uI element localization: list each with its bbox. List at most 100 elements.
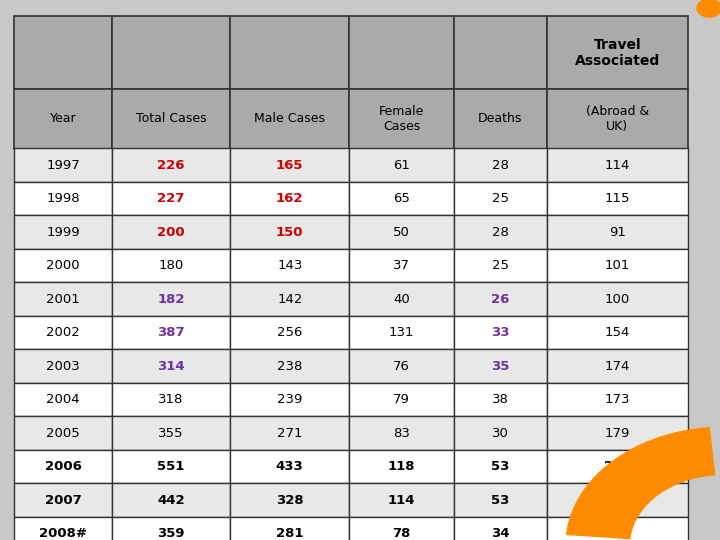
Bar [547,517,688,540]
Text: 65: 65 [393,192,410,205]
Bar [14,383,112,416]
Bar [349,483,454,517]
Text: 114: 114 [387,494,415,507]
Bar [349,16,454,89]
Bar [454,416,547,450]
Bar [230,182,349,215]
Bar [349,215,454,249]
Bar [349,316,454,349]
Bar [112,316,230,349]
Bar [112,349,230,383]
Bar [454,249,547,282]
Text: 83: 83 [393,427,410,440]
Text: 101: 101 [605,259,630,272]
Bar [230,416,349,450]
Bar [454,16,547,89]
Text: 551: 551 [157,460,185,473]
Text: 200: 200 [157,226,185,239]
Bar [454,349,547,383]
Bar [349,416,454,450]
Bar [112,182,230,215]
Bar [454,383,547,416]
Bar [230,483,349,517]
Text: 2003: 2003 [46,360,80,373]
Text: 199: 199 [603,494,631,507]
Bar [14,517,112,540]
Bar [547,349,688,383]
Bar [454,182,547,215]
Text: 79: 79 [393,393,410,406]
Bar [230,282,349,316]
Bar [349,148,454,182]
Bar [14,182,112,215]
Text: 142: 142 [277,293,302,306]
Bar [547,148,688,182]
Text: 115: 115 [605,192,630,205]
Bar [547,215,688,249]
Text: 182: 182 [157,293,185,306]
Bar [230,16,349,89]
Bar [14,349,112,383]
Text: (Abroad &
UK): (Abroad & UK) [586,105,649,133]
Bar [14,416,112,450]
Bar [349,182,454,215]
Text: 256: 256 [277,326,302,339]
Text: 91: 91 [609,226,626,239]
Text: 30: 30 [492,427,509,440]
Text: 2007: 2007 [45,494,81,507]
Text: 53: 53 [491,460,510,473]
Bar [112,517,230,540]
Text: 33: 33 [491,326,510,339]
Text: 2006: 2006 [45,460,81,473]
Bar [454,517,547,540]
Bar [230,349,349,383]
Text: 165: 165 [276,159,304,172]
Text: 61: 61 [393,159,410,172]
Text: 238: 238 [277,360,302,373]
Text: 271: 271 [277,427,302,440]
Bar [230,215,349,249]
Bar [112,383,230,416]
Bar [349,249,454,282]
Bar [112,249,230,282]
Text: 2000: 2000 [46,259,80,272]
Bar [14,316,112,349]
Text: 328: 328 [276,494,304,507]
Bar [454,483,547,517]
Text: 100: 100 [605,293,630,306]
Text: 131: 131 [389,326,414,339]
Text: Female
Cases: Female Cases [379,105,424,133]
Text: 28: 28 [492,159,509,172]
Text: 2001: 2001 [46,293,80,306]
Bar [547,483,688,517]
Text: 50: 50 [393,226,410,239]
Text: 433: 433 [276,460,304,473]
Text: 2005: 2005 [46,427,80,440]
Text: 442: 442 [157,494,185,507]
Bar [547,249,688,282]
Bar [14,215,112,249]
Text: 78: 78 [392,527,410,540]
Text: 1999: 1999 [46,226,80,239]
Bar [112,416,230,450]
Text: 38: 38 [492,393,509,406]
Bar [547,89,688,148]
Text: 239: 239 [277,393,302,406]
Text: 1998: 1998 [46,192,80,205]
Bar [454,89,547,148]
Text: 150: 150 [276,226,304,239]
Bar [547,16,688,89]
Bar [14,249,112,282]
Text: 2002: 2002 [46,326,80,339]
Text: 154: 154 [605,326,630,339]
Text: Male Cases: Male Cases [254,112,325,125]
Text: 26: 26 [491,293,510,306]
Bar [112,89,230,148]
Bar [454,215,547,249]
Bar [112,450,230,483]
Bar [14,16,112,89]
Text: 1997: 1997 [46,159,80,172]
Text: 227: 227 [157,192,185,205]
PathPatch shape [566,427,716,539]
Text: 152: 152 [603,527,631,540]
